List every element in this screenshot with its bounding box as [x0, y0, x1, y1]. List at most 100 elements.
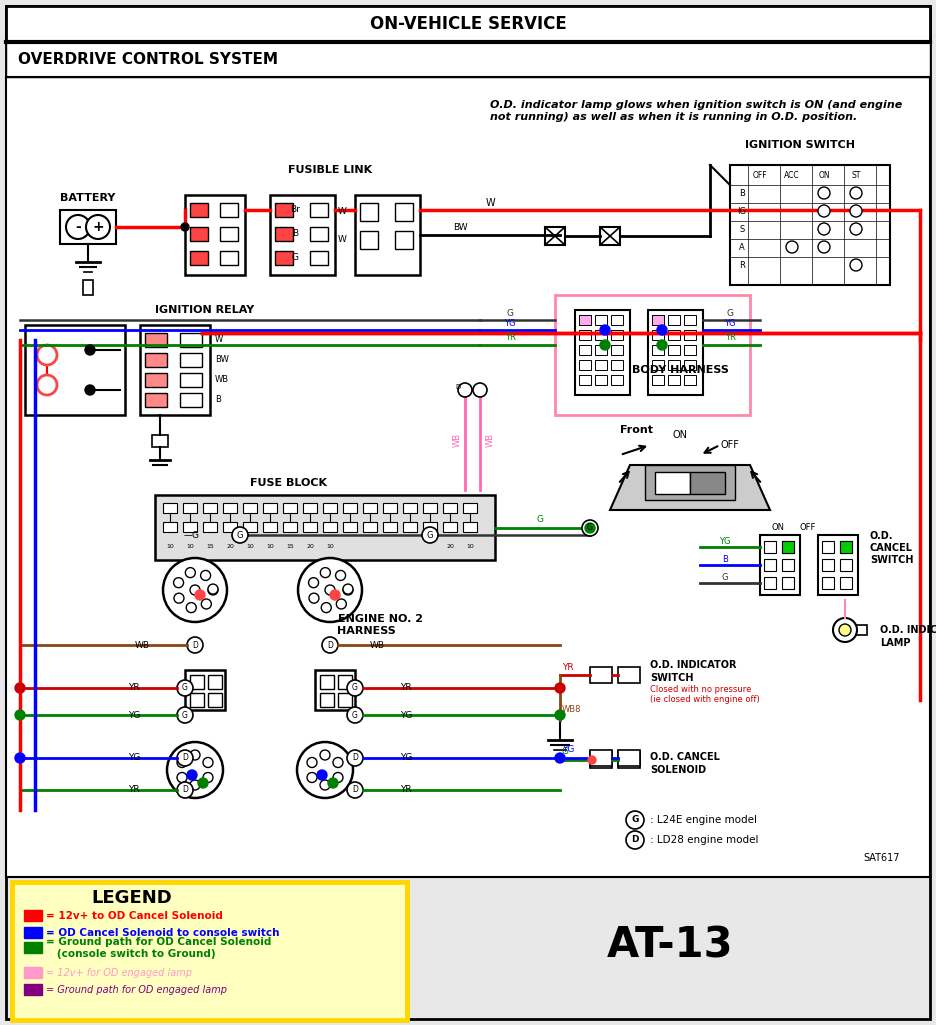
Bar — [818, 535, 858, 594]
Circle shape — [320, 780, 330, 790]
Text: YG: YG — [400, 753, 413, 763]
Bar — [303, 503, 317, 512]
Bar — [383, 522, 397, 532]
Bar — [12, 882, 407, 1020]
Circle shape — [347, 782, 363, 798]
Bar — [343, 503, 357, 512]
Circle shape — [325, 585, 335, 594]
Text: 10: 10 — [246, 544, 254, 549]
Bar — [764, 559, 776, 571]
Text: BATTERY: BATTERY — [60, 193, 116, 203]
Circle shape — [322, 637, 338, 653]
Bar — [338, 675, 352, 689]
Text: FUSE BLOCK: FUSE BLOCK — [250, 478, 327, 488]
Bar — [555, 295, 750, 415]
Text: G: G — [291, 253, 299, 262]
Bar — [243, 522, 257, 532]
Circle shape — [177, 757, 187, 768]
Text: G: G — [183, 684, 188, 693]
Circle shape — [208, 585, 218, 594]
Bar — [579, 375, 591, 385]
Text: ON: ON — [818, 170, 830, 179]
Text: B: B — [739, 189, 745, 198]
Bar — [684, 330, 696, 340]
Bar — [323, 522, 337, 532]
Text: B: B — [722, 555, 728, 564]
Bar — [668, 345, 680, 355]
Bar — [310, 227, 328, 241]
Text: D: D — [352, 753, 358, 763]
Text: O.D. CANCEL: O.D. CANCEL — [650, 752, 720, 762]
Bar — [764, 577, 776, 589]
Text: S: S — [739, 224, 745, 234]
Bar — [140, 325, 210, 415]
Text: WB: WB — [486, 433, 494, 447]
Bar — [190, 675, 204, 689]
Text: +: + — [92, 220, 104, 234]
Circle shape — [201, 599, 212, 609]
Bar — [590, 752, 612, 768]
Circle shape — [555, 710, 565, 720]
Text: G: G — [237, 531, 243, 539]
Bar — [840, 577, 852, 589]
Text: 10: 10 — [166, 544, 174, 549]
Text: LAMP: LAMP — [880, 638, 911, 648]
Bar — [595, 315, 607, 325]
Text: BODY HARNESS: BODY HARNESS — [632, 365, 728, 375]
Bar — [360, 203, 378, 221]
Bar — [611, 345, 623, 355]
Bar — [25, 325, 125, 415]
Bar — [220, 227, 238, 241]
Bar — [283, 522, 297, 532]
Bar — [822, 559, 834, 571]
Circle shape — [818, 241, 830, 253]
Text: YG: YG — [127, 753, 140, 763]
Bar — [203, 522, 217, 532]
Circle shape — [177, 680, 193, 696]
Bar — [355, 195, 420, 275]
Text: WB: WB — [215, 375, 229, 384]
Bar — [595, 330, 607, 340]
Circle shape — [86, 215, 110, 239]
Circle shape — [195, 590, 205, 600]
Text: = 12v+ for OD engaged lamp: = 12v+ for OD engaged lamp — [46, 968, 192, 978]
Bar — [223, 503, 237, 512]
Bar — [760, 535, 800, 594]
Bar — [24, 984, 42, 995]
Text: O.D.
CANCEL
SWITCH: O.D. CANCEL SWITCH — [870, 531, 914, 565]
Text: YG: YG — [400, 710, 413, 720]
Circle shape — [297, 742, 353, 798]
Bar — [320, 693, 334, 707]
Text: G: G — [631, 816, 638, 824]
Text: D: D — [183, 753, 188, 763]
Text: OFF: OFF — [800, 523, 816, 532]
Bar — [822, 577, 834, 589]
Text: 10: 10 — [466, 544, 474, 549]
Circle shape — [15, 710, 25, 720]
Bar — [275, 227, 293, 241]
Text: D: D — [456, 384, 461, 390]
Text: : LD28 engine model: : LD28 engine model — [650, 835, 758, 845]
Text: OVERDRIVE CONTROL SYSTEM: OVERDRIVE CONTROL SYSTEM — [18, 52, 278, 68]
Bar — [263, 503, 277, 512]
Bar — [183, 522, 197, 532]
Bar — [618, 750, 640, 766]
Circle shape — [320, 568, 330, 578]
Circle shape — [187, 637, 203, 653]
Circle shape — [177, 707, 193, 723]
Text: OFF: OFF — [753, 170, 768, 179]
Circle shape — [839, 624, 851, 636]
Text: BW: BW — [215, 356, 229, 365]
Bar — [270, 195, 335, 275]
Text: YR: YR — [128, 684, 140, 693]
Text: YR: YR — [400, 785, 412, 794]
Bar — [595, 345, 607, 355]
Text: YR: YR — [724, 333, 736, 342]
Bar — [590, 750, 612, 766]
Text: -: - — [75, 220, 80, 234]
Circle shape — [555, 753, 565, 763]
Circle shape — [833, 618, 857, 642]
Text: ENGINE NO. 2
HARNESS: ENGINE NO. 2 HARNESS — [338, 614, 422, 636]
Text: YG: YG — [562, 745, 575, 754]
Bar — [6, 77, 930, 877]
